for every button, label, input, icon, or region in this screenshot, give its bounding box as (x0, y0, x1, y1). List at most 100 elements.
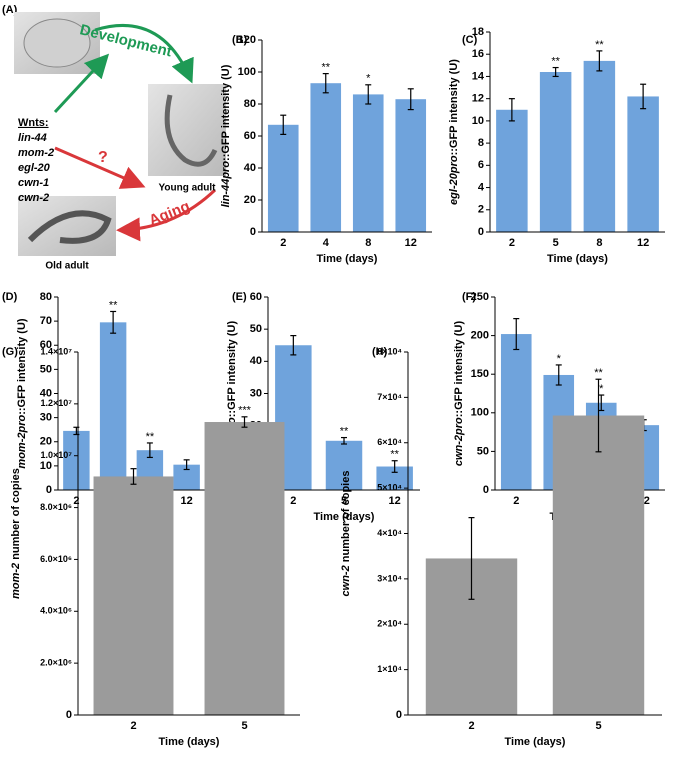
y-axis-label-part: ::GFP intensity (U) (226, 321, 238, 418)
significance: *** (238, 405, 252, 417)
y-axis-label-part: ::GFP intensity (U) (220, 64, 232, 161)
y-tick-label: 14 (472, 70, 485, 82)
error-bar (513, 318, 520, 351)
y-tick-label: 150 (471, 368, 489, 380)
y-tick-label: 50 (250, 323, 262, 335)
y-tick-label: 80 (244, 98, 256, 110)
wnt-gene: egl-20 (18, 162, 51, 174)
x-tick-label: 2 (468, 720, 474, 732)
x-tick-label: 2 (290, 495, 296, 507)
x-axis-label: Time (days) (314, 511, 375, 523)
significance: * (599, 383, 604, 395)
y-tick-label: 5×10⁴ (377, 483, 402, 493)
x-tick-label: 5 (241, 720, 247, 732)
x-tick-label: 8 (596, 237, 602, 249)
bar (376, 466, 413, 490)
error-bar (596, 50, 603, 72)
embryo (23, 18, 91, 68)
bar (395, 99, 427, 232)
bar (267, 124, 299, 232)
chart: (B) 0 20 40 60 80 100 120 2 ** 4 * 8 12 Time (days) lin… (220, 34, 432, 265)
y-tick-label: 1.4×10⁷ (41, 346, 73, 356)
significance: * (557, 353, 562, 365)
significance: ** (146, 431, 155, 443)
y-tick-label: 20 (244, 194, 256, 206)
y-tick-label: 0 (483, 484, 489, 496)
x-tick-label: 8 (365, 237, 371, 249)
y-axis-label-part: number of copies (10, 468, 22, 563)
significance: ** (390, 449, 399, 461)
y-tick-label: 16 (472, 48, 484, 60)
y-axis-label: lin-44pro::GFP intensity (U) (220, 64, 232, 207)
x-tick-label: 2 (130, 720, 136, 732)
panel-label: (H) (372, 346, 388, 358)
x-tick-label: 12 (637, 237, 649, 249)
y-tick-label: 20 (40, 436, 52, 448)
y-tick-label: 50 (40, 363, 52, 375)
x-tick-label: 2 (509, 237, 515, 249)
panel-a: (A) Development Wnts: lin-44 mom-2 egl-2… (2, 4, 226, 272)
error-bar (146, 442, 153, 459)
y-axis-label-part: ::GFP intensity (U) (16, 318, 28, 415)
y-tick-label: 3×10⁴ (377, 573, 402, 583)
x-axis-label: Time (days) (317, 253, 378, 265)
error-bar (598, 394, 605, 412)
error-bar (391, 460, 398, 473)
x-tick-label: 4 (323, 237, 330, 249)
x-tick-label: 12 (181, 495, 193, 507)
y-axis-label-part: lin-44pro (220, 161, 232, 208)
error-bar (640, 83, 647, 110)
y-tick-label: 6×10⁴ (377, 437, 402, 447)
wnt-gene: cwn-1 (18, 177, 49, 189)
bar (539, 72, 572, 232)
y-tick-label: 1.2×10⁷ (41, 398, 73, 408)
y-tick-label: 120 (238, 34, 256, 46)
y-tick-label: 100 (238, 66, 256, 78)
x-tick-label: 5 (595, 720, 601, 732)
bar (352, 94, 384, 233)
error-bar (130, 468, 137, 485)
x-axis-label: Time (days) (159, 736, 220, 748)
wnt-gene: mom-2 (18, 147, 54, 159)
bar (310, 83, 342, 232)
wnt-arrow (53, 53, 110, 114)
error-bar (322, 72, 329, 94)
y-tick-label: 8×10⁴ (377, 346, 402, 356)
bar (496, 109, 528, 232)
y-axis-label-part: ::GFP intensity (U) (448, 59, 460, 156)
y-tick-label: 10 (472, 115, 484, 127)
y-tick-label: 50 (477, 445, 489, 457)
panel-label: (B) (232, 34, 248, 46)
bar (552, 415, 645, 715)
y-tick-label: 2.0×10⁶ (40, 658, 72, 668)
y-axis-label: cwn-2 number of copies (340, 471, 352, 597)
y-axis-label: cwn-2pro::GFP intensity (U) (453, 321, 465, 467)
wnt-aging-arrow (54, 146, 146, 189)
y-tick-label: 0 (66, 709, 72, 721)
bar (325, 440, 363, 490)
significance: ** (595, 39, 604, 51)
significance: ** (321, 62, 330, 74)
y-tick-label: 10 (40, 460, 52, 472)
panel-label: (E) (232, 291, 247, 303)
panel-label: (A) (2, 4, 18, 16)
wnts-title: Wnts: (18, 117, 49, 129)
y-tick-label: 200 (471, 330, 489, 342)
y-tick-label: 60 (244, 130, 256, 142)
y-tick-label: 0 (250, 226, 256, 238)
y-tick-label: 1.0×10⁷ (41, 450, 73, 460)
y-tick-label: 4.0×10⁶ (40, 606, 72, 616)
chart: (H) 0 1×10⁴ 2×10⁴ 3×10⁴ 4×10⁴ 5×10⁴ 6×10⁴ 7×10⁴ 8… (340, 346, 662, 748)
y-tick-label: 18 (472, 26, 484, 38)
y-tick-label: 7×10⁴ (377, 392, 402, 402)
y-tick-label: 0 (46, 484, 52, 496)
y-tick-label: 60 (250, 291, 262, 303)
wnt-gene: lin-44 (18, 132, 47, 144)
error-bar (407, 88, 414, 111)
aging-label: Aging (147, 198, 193, 230)
error-bar (552, 66, 559, 78)
error-bar (341, 436, 347, 445)
aging-arrow (116, 188, 217, 242)
development-arrow (94, 24, 194, 84)
error-bar (280, 114, 287, 135)
